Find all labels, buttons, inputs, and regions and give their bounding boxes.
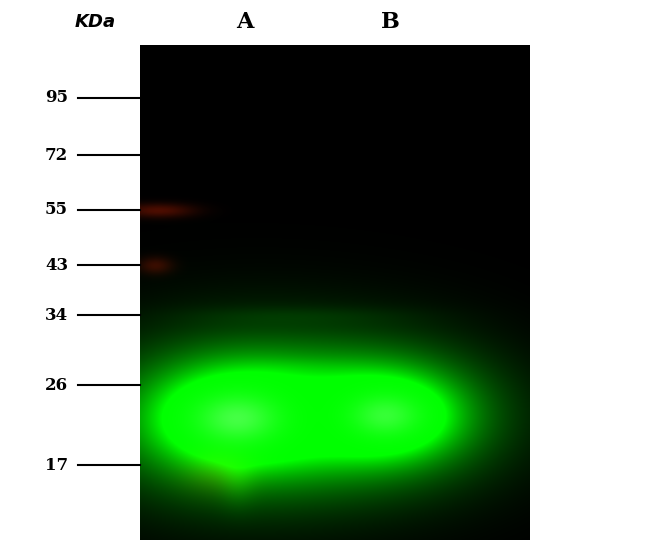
Text: KDa: KDa	[75, 13, 116, 31]
Text: 34: 34	[45, 306, 68, 324]
Text: 26: 26	[45, 377, 68, 393]
Text: B: B	[380, 11, 400, 33]
Text: 43: 43	[45, 257, 68, 274]
Text: 72: 72	[45, 146, 68, 163]
Text: 55: 55	[45, 202, 68, 218]
Text: A: A	[237, 11, 254, 33]
Text: 17: 17	[45, 456, 68, 474]
Text: 95: 95	[45, 90, 68, 106]
